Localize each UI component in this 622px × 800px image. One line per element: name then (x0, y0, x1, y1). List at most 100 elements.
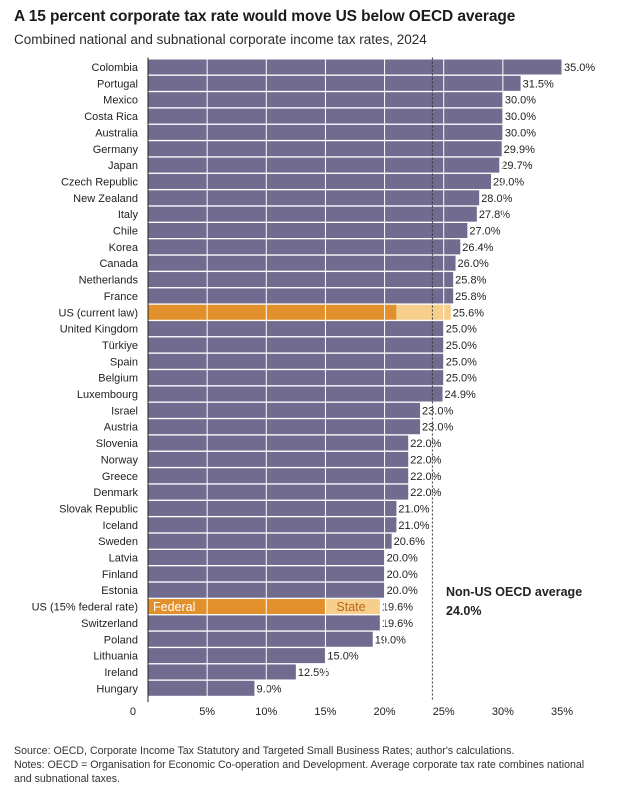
value-label: 25.0% (446, 356, 477, 368)
category-label: Denmark (93, 487, 138, 499)
bar (148, 451, 409, 467)
category-label: Poland (104, 634, 138, 646)
bar (148, 631, 373, 647)
x-tick-label: 20% (374, 706, 396, 718)
value-label: 25.8% (455, 291, 486, 303)
bar (148, 402, 421, 418)
value-label: 24.9% (445, 389, 476, 401)
category-label: Lithuania (93, 651, 139, 663)
bar-segment-state (325, 599, 380, 615)
category-label: Norway (101, 454, 139, 466)
category-label: Greece (102, 471, 138, 483)
bar (148, 664, 296, 680)
bar (148, 353, 444, 369)
bar (148, 190, 480, 206)
bar (148, 59, 562, 75)
value-label: 27.8% (479, 209, 510, 221)
value-label: 27.0% (469, 226, 500, 238)
category-label: Hungary (96, 683, 138, 695)
category-label: Costa Rica (84, 111, 139, 123)
category-label: Luxembourg (77, 389, 138, 401)
category-label: Germany (93, 144, 139, 156)
bar (148, 223, 468, 238)
category-label: Israel (111, 405, 138, 417)
value-label: 22.0% (410, 454, 441, 466)
value-label: 9.0% (256, 683, 281, 695)
bar (148, 615, 380, 631)
category-label: Ireland (104, 667, 138, 679)
x-tick-label: 15% (314, 706, 336, 718)
value-label: 20.0% (387, 585, 418, 597)
value-label: 25.8% (455, 275, 486, 287)
bar (148, 157, 500, 173)
category-label: United Kingdom (60, 324, 138, 336)
value-label: 29.0% (493, 176, 524, 188)
category-label: US (current law) (59, 307, 138, 319)
value-label: 21.0% (398, 520, 429, 532)
bar (148, 141, 502, 157)
value-label: 21.0% (398, 503, 429, 515)
bar-segment-federal (148, 599, 326, 615)
value-label: 28.0% (481, 193, 512, 205)
value-label: 25.0% (446, 324, 477, 336)
category-label: Latvia (109, 553, 139, 565)
category-label: Slovenia (96, 438, 139, 450)
category-label: Estonia (101, 585, 139, 597)
category-label: Spain (110, 356, 138, 368)
value-label: 30.0% (505, 95, 536, 107)
value-label: 35.0% (564, 62, 595, 74)
value-label: 20.6% (394, 536, 425, 548)
value-label: 29.9% (504, 144, 535, 156)
category-label: France (104, 291, 138, 303)
category-label: Belgium (98, 373, 138, 385)
value-label: 22.0% (410, 487, 441, 499)
federal-segment-label: Federal (153, 600, 195, 614)
category-label: Austria (104, 422, 139, 434)
average-value-label: 24.0% (446, 604, 481, 618)
bar (148, 239, 461, 255)
bar (148, 517, 397, 533)
value-label: 19.0% (375, 634, 406, 646)
bar (148, 468, 409, 484)
x-tick-label: 30% (492, 706, 514, 718)
category-label: US (15% federal rate) (32, 602, 138, 614)
category-label: Netherlands (79, 275, 139, 287)
value-label: 20.0% (387, 553, 418, 565)
x-tick-label: 10% (255, 706, 277, 718)
chart-title: A 15 percent corporate tax rate would mo… (14, 8, 516, 25)
bar (148, 386, 443, 402)
bar (148, 500, 397, 516)
value-label: 19.6% (382, 618, 413, 630)
category-label: Korea (109, 242, 139, 254)
category-label: Portugal (97, 78, 138, 90)
bar (148, 75, 521, 91)
value-label: 20.0% (387, 569, 418, 581)
bar (148, 370, 444, 386)
value-label: 30.0% (505, 127, 536, 139)
category-label: Türkiye (102, 340, 138, 352)
average-label: Non-US OECD average (446, 585, 582, 599)
value-label: 26.4% (462, 242, 493, 254)
category-label: Italy (118, 209, 139, 221)
state-segment-label: State (336, 600, 365, 614)
chart-subtitle: Combined national and subnational corpor… (14, 32, 427, 47)
category-label: Mexico (103, 95, 138, 107)
bar (148, 173, 492, 189)
category-label: Colombia (92, 62, 139, 74)
value-label: 19.6% (382, 602, 413, 614)
bar (148, 680, 255, 696)
category-label: Chile (113, 226, 138, 238)
value-label: 31.5% (523, 78, 554, 90)
value-label: 15.0% (327, 651, 358, 663)
bar (148, 255, 456, 271)
bar-segment-federal (148, 304, 397, 320)
bar (148, 337, 444, 353)
category-label: Sweden (98, 536, 138, 548)
category-label: Japan (108, 160, 138, 172)
value-label: 22.0% (410, 471, 441, 483)
category-label: Canada (99, 258, 138, 270)
category-label: New Zealand (73, 193, 138, 205)
notes-text: Notes: OECD = Organisation for Economic … (14, 759, 585, 785)
value-label: 29.7% (501, 160, 532, 172)
bar (148, 484, 409, 500)
